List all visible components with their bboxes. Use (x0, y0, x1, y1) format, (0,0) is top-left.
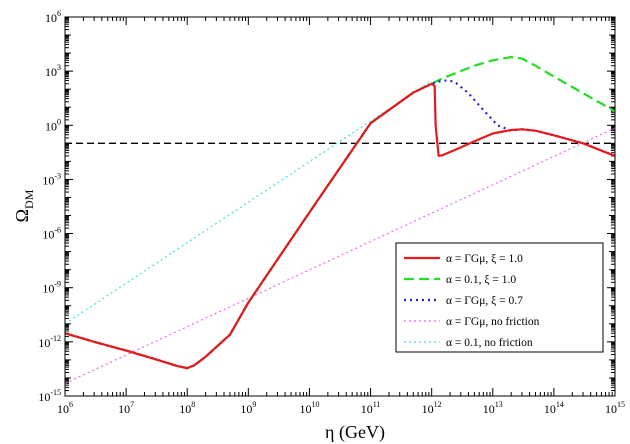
x-tick-label: 106 (57, 400, 73, 416)
y-tick-base: 10 (45, 65, 57, 79)
y-tick-label: 10-12 (38, 334, 61, 350)
y-tick-exp: 0 (57, 117, 61, 126)
x-tick-base: 10 (299, 402, 311, 416)
x-tick-exp: 10 (311, 400, 319, 409)
x-tick-label: 1013 (483, 400, 503, 416)
y-tick-label: 10-9 (42, 280, 61, 296)
y-tick-base: 10 (42, 173, 54, 187)
axis-ticks (64, 16, 616, 397)
x-tick-label: 107 (118, 400, 134, 416)
series-layer (65, 55, 615, 384)
y-tick-base: 10 (38, 390, 50, 404)
x-tick-exp: 13 (495, 400, 503, 409)
y-tick-base: 10 (38, 336, 50, 350)
y-tick-label: 10-6 (42, 226, 61, 242)
x-tick-exp: 12 (434, 400, 442, 409)
x-tick-exp: 6 (69, 400, 73, 409)
x-tick-exp: 8 (191, 400, 195, 409)
y-tick-base: 10 (42, 282, 54, 296)
tick-labels: 106 107 108 109 1010 1011 1012 1013 1014 101510-1… (38, 9, 625, 416)
legend-label-4: α = ΓGμ, no friction (446, 316, 540, 328)
x-tick-base: 10 (361, 402, 373, 416)
series-line-1 (65, 82, 615, 370)
x-tick-label: 108 (179, 400, 195, 416)
y-axis-title-sub: DM (22, 189, 36, 209)
legend-label-2: α = 0.1, ξ = 1.0 (446, 274, 516, 286)
x-axis-title: η (GeV) (325, 422, 385, 443)
y-tick-label: 10-15 (38, 388, 61, 404)
y-tick-exp: -3 (54, 171, 61, 180)
y-tick-exp: -12 (50, 334, 61, 343)
y-tick-exp: -9 (54, 280, 61, 289)
plot-frame (64, 16, 616, 397)
x-tick-label: 1011 (361, 400, 381, 416)
x-tick-label: 1010 (299, 400, 319, 416)
y-tick-exp: -15 (50, 388, 61, 397)
y-tick-label: 100 (45, 117, 61, 133)
x-tick-base: 10 (179, 402, 191, 416)
x-tick-base: 10 (240, 402, 252, 416)
x-tick-label: 1014 (544, 400, 564, 416)
legend-label-1: α = ΓGμ, ξ = 1.0 (446, 253, 523, 265)
x-tick-label: 1015 (605, 400, 625, 416)
y-tick-base: 10 (45, 119, 57, 133)
y-tick-label: 106 (45, 9, 61, 25)
series-line-5 (65, 80, 433, 325)
x-tick-label: 109 (240, 400, 256, 416)
x-tick-exp: 11 (373, 400, 381, 409)
y-tick-base: 10 (45, 11, 57, 25)
legend: α = ΓGμ, ξ = 1.0 α = 0.1, ξ = 1.0 α = ΓGμ,… (395, 242, 604, 353)
legend-box (395, 242, 604, 353)
x-tick-label: 1012 (422, 400, 442, 416)
x-tick-base: 10 (605, 402, 617, 416)
y-tick-label: 103 (45, 63, 61, 79)
legend-label-3: α = ΓGμ, ξ = 0.7 (446, 295, 523, 307)
x-tick-exp: 9 (252, 400, 256, 409)
y-tick-exp: -6 (54, 226, 61, 235)
y-tick-base: 10 (42, 228, 54, 242)
x-tick-base: 10 (544, 402, 556, 416)
x-tick-exp: 15 (617, 400, 625, 409)
x-tick-base: 10 (422, 402, 434, 416)
x-tick-exp: 14 (556, 400, 564, 409)
y-tick-exp: 6 (57, 9, 61, 18)
y-tick-label: 10-3 (42, 171, 61, 187)
legend-label-5: α = 0.1, no friction (446, 337, 533, 349)
x-tick-base: 10 (483, 402, 495, 416)
series-line-4 (65, 127, 615, 384)
y-axis-title: ΩDM (12, 189, 36, 222)
y-tick-exp: 3 (57, 63, 61, 72)
x-tick-base: 10 (118, 402, 130, 416)
x-tick-base: 10 (57, 402, 69, 416)
y-axis-title-main: Ω (12, 209, 32, 222)
x-tick-exp: 7 (130, 400, 134, 409)
